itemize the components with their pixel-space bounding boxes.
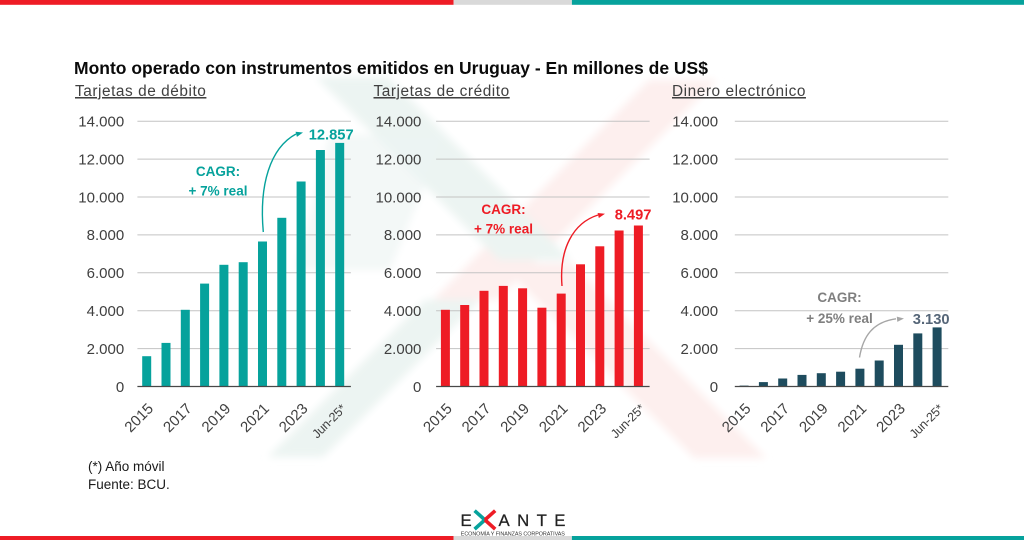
svg-text:E: E [461, 511, 472, 530]
svg-text:0: 0 [116, 379, 124, 396]
svg-text:12.000: 12.000 [78, 151, 124, 168]
svg-text:14.000: 14.000 [376, 114, 422, 131]
svg-text:Tarjetas de crédito: Tarjetas de crédito [374, 83, 510, 100]
svg-text:10.000: 10.000 [376, 189, 422, 206]
svg-text:4.000: 4.000 [87, 303, 125, 320]
svg-text:ECONOMÍA Y FINANZAS CORPORATIV: ECONOMÍA Y FINANZAS CORPORATIVAS [461, 530, 565, 537]
svg-text:Dinero electrónico: Dinero electrónico [672, 83, 806, 100]
svg-text:CAGR:: CAGR: [817, 290, 861, 305]
svg-text:3.130: 3.130 [913, 312, 950, 328]
svg-text:8.000: 8.000 [87, 227, 125, 244]
svg-text:0: 0 [413, 379, 421, 396]
svg-text:0: 0 [710, 379, 718, 396]
svg-text:Tarjetas de débito: Tarjetas de débito [75, 83, 206, 100]
svg-text:12.000: 12.000 [376, 151, 422, 168]
svg-text:2.000: 2.000 [681, 341, 719, 358]
svg-text:CAGR:: CAGR: [481, 202, 525, 217]
svg-text:10.000: 10.000 [78, 189, 124, 206]
svg-text:12.857: 12.857 [309, 128, 354, 144]
svg-text:4.000: 4.000 [384, 303, 422, 320]
svg-text:14.000: 14.000 [78, 114, 124, 131]
svg-text:8.000: 8.000 [384, 227, 422, 244]
svg-text:8.497: 8.497 [615, 208, 652, 224]
svg-text:Fuente: BCU.: Fuente: BCU. [88, 477, 170, 492]
svg-text:10.000: 10.000 [672, 189, 718, 206]
svg-text:+ 7% real: + 7% real [189, 184, 248, 199]
svg-text:+ 25% real: + 25% real [806, 311, 872, 326]
svg-text:8.000: 8.000 [681, 227, 719, 244]
svg-text:Monto operado con instrumentos: Monto operado con instrumentos emitidos … [74, 58, 708, 78]
svg-text:6.000: 6.000 [384, 265, 422, 282]
svg-text:2.000: 2.000 [87, 341, 125, 358]
svg-text:14.000: 14.000 [672, 114, 718, 131]
svg-text:(*) Año móvil: (*) Año móvil [88, 459, 165, 474]
svg-text:2.000: 2.000 [384, 341, 422, 358]
svg-text:6.000: 6.000 [681, 265, 719, 282]
svg-text:12.000: 12.000 [672, 151, 718, 168]
svg-text:CAGR:: CAGR: [196, 164, 240, 179]
svg-text:+ 7% real: + 7% real [474, 221, 533, 236]
svg-text:4.000: 4.000 [681, 303, 719, 320]
svg-text:6.000: 6.000 [87, 265, 125, 282]
svg-text:ANTE: ANTE [499, 511, 573, 530]
